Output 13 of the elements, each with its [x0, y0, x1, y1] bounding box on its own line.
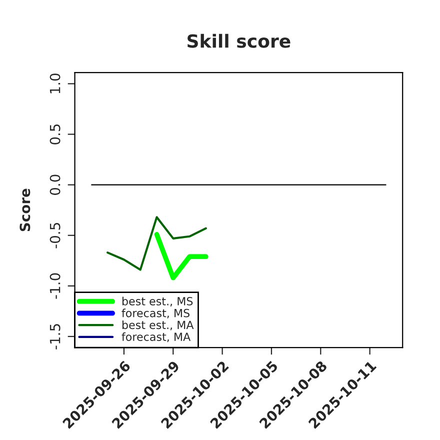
y-axis-title: Score: [20, 188, 30, 232]
y-tick-label: -1.0: [50, 273, 60, 299]
y-tick-label: 0.0: [50, 174, 60, 195]
y-tick-label: -1.5: [50, 324, 60, 350]
line-series: [106, 216, 207, 271]
legend-label: forecast, MS: [122, 308, 190, 318]
chart-title: Skill score: [188, 34, 290, 48]
legend-label: best est., MA: [122, 320, 194, 330]
legend-label: forecast, MA: [122, 332, 191, 342]
y-tick-label: 1.0: [50, 74, 60, 94]
y-tick-label: -0.5: [50, 223, 60, 248]
legend-label: best est., MS: [122, 296, 193, 307]
y-tick-label: 0.5: [50, 124, 60, 144]
